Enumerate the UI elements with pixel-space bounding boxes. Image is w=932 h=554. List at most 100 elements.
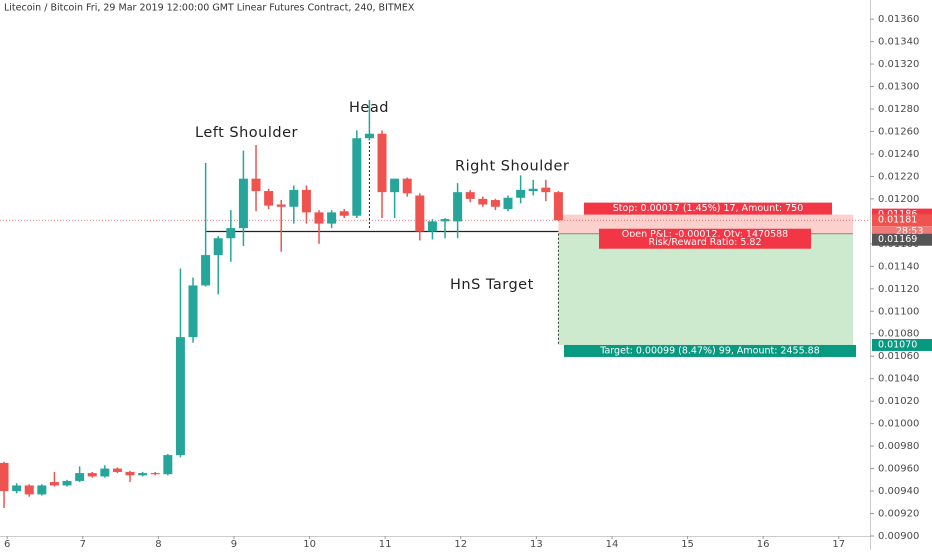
candle-body — [465, 192, 475, 199]
y-tick-label: 0.01320 — [878, 59, 919, 70]
candle-body — [12, 485, 22, 492]
candle-body — [352, 138, 362, 216]
y-tick-label: 0.01200 — [878, 194, 919, 205]
candle-body — [175, 337, 185, 456]
candle-body — [339, 211, 349, 216]
y-tick-label: 0.00920 — [878, 509, 919, 520]
y-tick-label: 0.01260 — [878, 126, 919, 137]
candle-body — [75, 473, 85, 481]
rr-label: Risk/Reward Ratio: 5.82 — [648, 237, 761, 248]
candle-body — [201, 255, 211, 286]
last-price: 0.01181 — [878, 215, 917, 226]
y-tick-label: 0.01220 — [878, 171, 919, 182]
candle-body — [24, 485, 34, 495]
candle-body — [251, 178, 261, 192]
candle-body — [150, 473, 160, 475]
candle-body — [377, 133, 387, 193]
candle-body — [516, 189, 526, 198]
candle-body — [0, 462, 9, 492]
x-tick-label: 9 — [231, 539, 237, 550]
candle-body — [503, 197, 513, 210]
chart-title: Litecoin / Bitcoin Fri, 29 Mar 2019 12:0… — [4, 3, 415, 14]
candle-body — [100, 468, 110, 477]
candle-body — [62, 480, 72, 486]
y-tick-label: 0.01360 — [878, 14, 919, 25]
candle-body — [188, 285, 198, 338]
y-tick-label: 0.01140 — [878, 261, 919, 272]
candle-body — [415, 195, 425, 232]
y-tick-label: 0.01040 — [878, 374, 919, 385]
x-tick-label: 16 — [757, 539, 770, 550]
y-tick-label: 0.01080 — [878, 329, 919, 340]
candle-body — [301, 189, 311, 213]
entry-price: 0.01169 — [878, 234, 917, 245]
y-tick-label: 0.00940 — [878, 486, 919, 497]
candle-body — [440, 219, 450, 222]
candle-body — [213, 238, 223, 256]
target-price-bg — [872, 338, 932, 351]
x-tick-label: 6 — [4, 539, 10, 550]
candle-body — [364, 133, 374, 139]
x-tick-label: 15 — [681, 539, 694, 550]
candle-body — [87, 473, 97, 477]
annotation: Left Shoulder — [195, 125, 298, 141]
candle-body — [327, 212, 337, 224]
y-tick-label: 0.01240 — [878, 149, 919, 160]
target-price: 0.01070 — [878, 339, 917, 350]
candle-body — [226, 228, 236, 239]
target-zone — [558, 233, 853, 345]
candle-body — [125, 471, 135, 476]
x-tick-label: 8 — [155, 539, 161, 550]
countdown: 28:53 — [896, 226, 923, 237]
x-tick-label: 10 — [303, 539, 316, 550]
y-tick-label: 0.00960 — [878, 464, 919, 475]
candle-body — [37, 485, 47, 495]
entry-price-bg — [872, 233, 932, 246]
candle-body — [264, 191, 274, 206]
y-tick-label: 0.00980 — [878, 441, 919, 452]
y-tick-label: 0.01300 — [878, 82, 919, 93]
candle-body — [49, 482, 59, 486]
candle-body — [427, 221, 437, 232]
y-tick-label: 0.00900 — [878, 531, 919, 542]
rr-label-bg — [599, 236, 811, 249]
x-tick-label: 11 — [379, 539, 392, 550]
candle-body — [163, 455, 173, 475]
target-label-bg — [564, 344, 856, 357]
last-price-bg — [872, 214, 932, 227]
target-label: Target: 0.00099 (8.47%) 99, Amount: 2455… — [599, 345, 820, 356]
x-tick-label: 13 — [530, 539, 543, 550]
candle-body — [112, 468, 122, 472]
x-tick-label: 7 — [80, 539, 86, 550]
candle-body — [453, 192, 463, 222]
candle-body — [553, 192, 563, 221]
candle-body — [289, 189, 299, 207]
candle-body — [390, 178, 400, 193]
y-tick-label: 0.01060 — [878, 351, 919, 362]
stop-label-bg — [584, 202, 832, 215]
y-tick-label: 0.01100 — [878, 306, 919, 317]
y-tick-label: 0.01120 — [878, 284, 919, 295]
y-tick-label: 0.01340 — [878, 37, 919, 48]
x-tick-label: 14 — [606, 539, 619, 550]
candle-body — [528, 188, 538, 192]
candle-body — [490, 200, 500, 207]
candle-body — [314, 212, 324, 224]
candle-body — [276, 204, 286, 207]
candle-body — [138, 473, 148, 476]
countdown-bg — [872, 226, 932, 238]
candle-body — [402, 178, 412, 194]
pnl-label: Open P&L: -0.00012, Qty: 1470588 — [622, 229, 788, 240]
annotation: Head — [349, 100, 389, 116]
annotation: HnS Target — [450, 277, 534, 293]
y-tick-label: 0.01000 — [878, 419, 919, 430]
candle-body — [238, 178, 248, 229]
x-tick-label: 12 — [454, 539, 467, 550]
candle-body — [541, 187, 551, 193]
annotation: Right Shoulder — [455, 158, 569, 174]
stop-label: Stop: 0.00017 (1.45%) 17, Amount: 750 — [613, 203, 804, 214]
y-tick-label: 0.01020 — [878, 396, 919, 407]
y-tick-label: 0.01280 — [878, 104, 919, 115]
candle-body — [478, 198, 488, 205]
